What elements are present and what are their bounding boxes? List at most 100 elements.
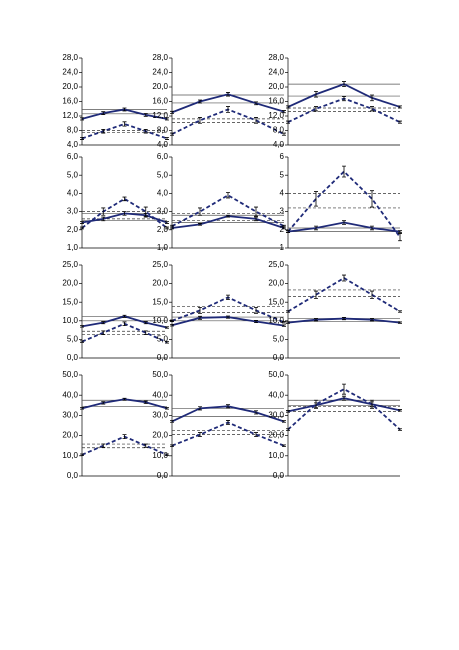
y-tick-label: 28,0 [152, 53, 168, 62]
y-tick-label: 8,0 [273, 126, 285, 135]
error-bar [282, 420, 286, 423]
y-tick-label: 16,0 [152, 97, 168, 106]
y-tick-label: 40,0 [62, 390, 78, 399]
series-line [171, 215, 285, 229]
error-bar [226, 92, 230, 97]
error-bar [101, 321, 106, 325]
error-bar [282, 324, 286, 327]
y-tick-label: 10,0 [62, 451, 78, 460]
error-bar [170, 110, 174, 114]
error-bar [198, 406, 202, 411]
y-tick-label: 10,0 [152, 316, 168, 325]
error-bar [101, 330, 106, 335]
error-bar [170, 324, 174, 327]
error-bar [254, 410, 258, 415]
error-bar [122, 196, 127, 202]
error-bar [80, 117, 84, 121]
error-bar [122, 397, 127, 401]
error-bar [122, 121, 127, 127]
y-tick-label: 2,0 [157, 225, 169, 234]
y-tick-label: 40,0 [152, 390, 168, 399]
y-tick-label: 15,0 [62, 297, 78, 306]
error-bar [226, 294, 230, 300]
series-line [287, 388, 401, 431]
y-tick-label: 24,0 [268, 68, 284, 77]
error-bar [226, 315, 230, 319]
y-tick-label: 4,0 [157, 189, 169, 198]
y-tick-label: 30,0 [152, 411, 168, 420]
error-bar [80, 136, 84, 140]
error-bar [342, 96, 346, 102]
y-tick-label: 4,0 [273, 140, 285, 149]
error-bar [282, 444, 286, 447]
error-bar [286, 230, 290, 233]
error-bar [143, 206, 148, 217]
error-bar [282, 321, 286, 324]
error-bar [342, 317, 346, 321]
y-tick-label: 20,0 [62, 431, 78, 440]
y-tick-label: 30,0 [62, 411, 78, 420]
y-tick-label: 15,0 [268, 297, 284, 306]
y-tick-label: 20,0 [268, 279, 284, 288]
error-bar [314, 106, 318, 112]
y-tick-label: 5,0 [157, 335, 169, 344]
y-tick-label: 25,0 [152, 260, 168, 269]
y-tick-label: 0,0 [67, 471, 79, 480]
error-bar [165, 221, 169, 224]
error-bar [286, 321, 290, 324]
y-tick-label: 2 [280, 225, 285, 234]
error-bar [226, 214, 230, 218]
error-bar [314, 90, 318, 98]
error-bar [143, 330, 148, 335]
error-bar [143, 321, 148, 325]
error-bar [80, 340, 84, 343]
y-tick-label: 6,0 [157, 152, 169, 161]
series-line [287, 83, 401, 108]
y-tick-label: 10,0 [62, 316, 78, 325]
error-bar [165, 136, 169, 140]
error-bar [342, 220, 346, 225]
error-bar [398, 321, 402, 324]
error-bar [80, 453, 84, 456]
y-tick-label: 10,0 [268, 451, 284, 460]
y-tick-label: 6,0 [67, 152, 79, 161]
y-tick-label: 16,0 [62, 97, 78, 106]
error-bar [254, 101, 258, 106]
error-bar [398, 428, 402, 431]
error-bar [198, 223, 202, 226]
error-bar [254, 216, 258, 222]
series-line [81, 123, 168, 140]
error-bar [226, 192, 230, 199]
error-bar [143, 400, 148, 404]
y-tick-label: 5 [280, 170, 285, 179]
error-bar [80, 407, 84, 410]
error-bar [398, 230, 402, 233]
error-bar [314, 290, 318, 299]
error-bar [198, 432, 202, 438]
y-tick-label: 0,0 [67, 353, 79, 362]
series-line [171, 421, 285, 447]
error-bar [342, 383, 346, 395]
y-tick-label: 20,0 [268, 82, 284, 91]
error-bar [370, 106, 374, 112]
error-bar [170, 132, 174, 136]
y-tick-label: 3,0 [157, 207, 169, 216]
error-bar [370, 190, 374, 208]
series-line [287, 276, 401, 313]
y-tick-label: 3 [280, 207, 285, 216]
error-bar [101, 129, 106, 134]
y-tick-label: 25,0 [62, 260, 78, 269]
y-tick-label: 25,0 [268, 260, 284, 269]
y-tick-label: 20,0 [62, 279, 78, 288]
y-tick-label: 0,0 [157, 471, 169, 480]
error-bar [170, 224, 174, 228]
y-tick-label: 5,0 [67, 170, 79, 179]
error-bar [254, 117, 258, 124]
y-tick-label: 20,0 [62, 82, 78, 91]
error-bar [286, 120, 290, 124]
series-line [171, 108, 285, 135]
y-tick-label: 16,0 [268, 97, 284, 106]
y-tick-label: 1 [280, 243, 285, 252]
error-bar [170, 319, 174, 322]
